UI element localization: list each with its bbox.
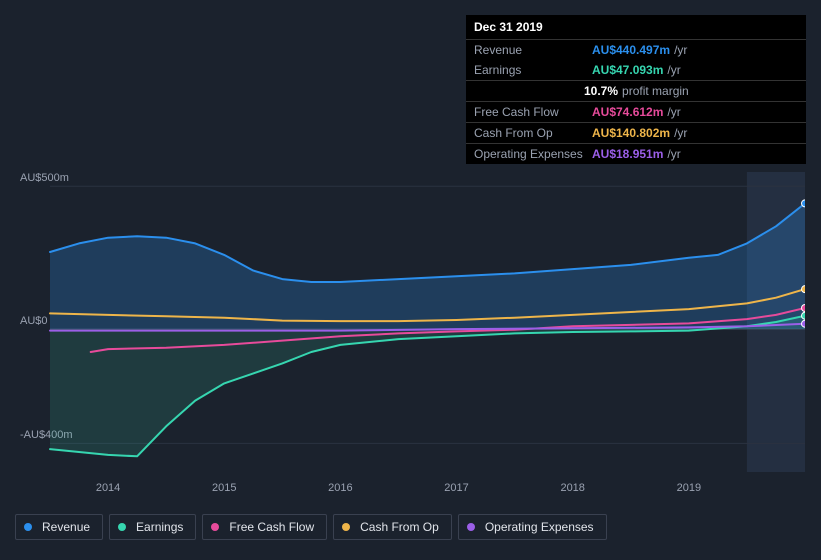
tooltip-row: Cash From OpAU$140.802m/yr [466, 122, 806, 143]
financials-chart [15, 172, 805, 472]
x-axis-tick: 2016 [328, 482, 352, 494]
tooltip-row: Free Cash FlowAU$74.612m/yr [466, 101, 806, 122]
tooltip-row-value: AU$47.093m [592, 63, 663, 77]
tooltip-row-label: Revenue [474, 43, 592, 57]
x-axis: 2014 2015 2016 2017 2018 2019 [50, 482, 805, 498]
tooltip-row-unit: /yr [667, 63, 680, 77]
legend-dot-icon [211, 523, 219, 531]
legend-item[interactable]: Operating Expenses [458, 514, 607, 540]
tooltip-row: RevenueAU$440.497m/yr [466, 39, 806, 60]
x-axis-tick: 2015 [212, 482, 236, 494]
legend-dot-icon [467, 523, 475, 531]
tooltip-panel: Dec 31 2019 RevenueAU$440.497m/yrEarning… [466, 15, 806, 164]
legend-item[interactable]: Earnings [109, 514, 196, 540]
tooltip-row-label: Operating Expenses [474, 147, 592, 161]
legend-item-label: Operating Expenses [485, 520, 594, 534]
tooltip-row-label: Free Cash Flow [474, 105, 592, 119]
tooltip-row-value: 10.7% [584, 84, 618, 98]
tooltip-row-unit: profit margin [622, 84, 689, 98]
legend-item[interactable]: Cash From Op [333, 514, 452, 540]
tooltip-row: Operating ExpensesAU$18.951m/yr [466, 143, 806, 164]
tooltip-row: EarningsAU$47.093m/yr [466, 60, 806, 80]
legend-item-label: Revenue [42, 520, 90, 534]
chart-area[interactable] [15, 172, 805, 472]
tooltip-row: 10.7% profit margin [466, 80, 806, 101]
x-axis-tick: 2018 [560, 482, 584, 494]
x-axis-tick: 2017 [444, 482, 468, 494]
legend-dot-icon [24, 523, 32, 531]
legend-item[interactable]: Free Cash Flow [202, 514, 327, 540]
legend-item-label: Cash From Op [360, 520, 439, 534]
tooltip-row-label: Earnings [474, 63, 592, 77]
legend-dot-icon [342, 523, 350, 531]
legend-item-label: Earnings [136, 520, 183, 534]
legend-item-label: Free Cash Flow [229, 520, 314, 534]
tooltip-row-label: Cash From Op [474, 126, 592, 140]
x-axis-tick: 2014 [96, 482, 120, 494]
tooltip-row-unit: /yr [667, 105, 680, 119]
legend-dot-icon [118, 523, 126, 531]
tooltip-row-value: AU$440.497m [592, 43, 670, 57]
tooltip-row-unit: /yr [674, 43, 687, 57]
legend-item[interactable]: Revenue [15, 514, 103, 540]
tooltip-row-unit: /yr [667, 147, 680, 161]
tooltip-row-unit: /yr [674, 126, 687, 140]
tooltip-date: Dec 31 2019 [466, 15, 806, 39]
tooltip-row-value: AU$140.802m [592, 126, 670, 140]
legend: Revenue Earnings Free Cash Flow Cash From O… [15, 514, 607, 540]
tooltip-row-value: AU$74.612m [592, 105, 663, 119]
x-axis-tick: 2019 [677, 482, 701, 494]
tooltip-row-value: AU$18.951m [592, 147, 663, 161]
